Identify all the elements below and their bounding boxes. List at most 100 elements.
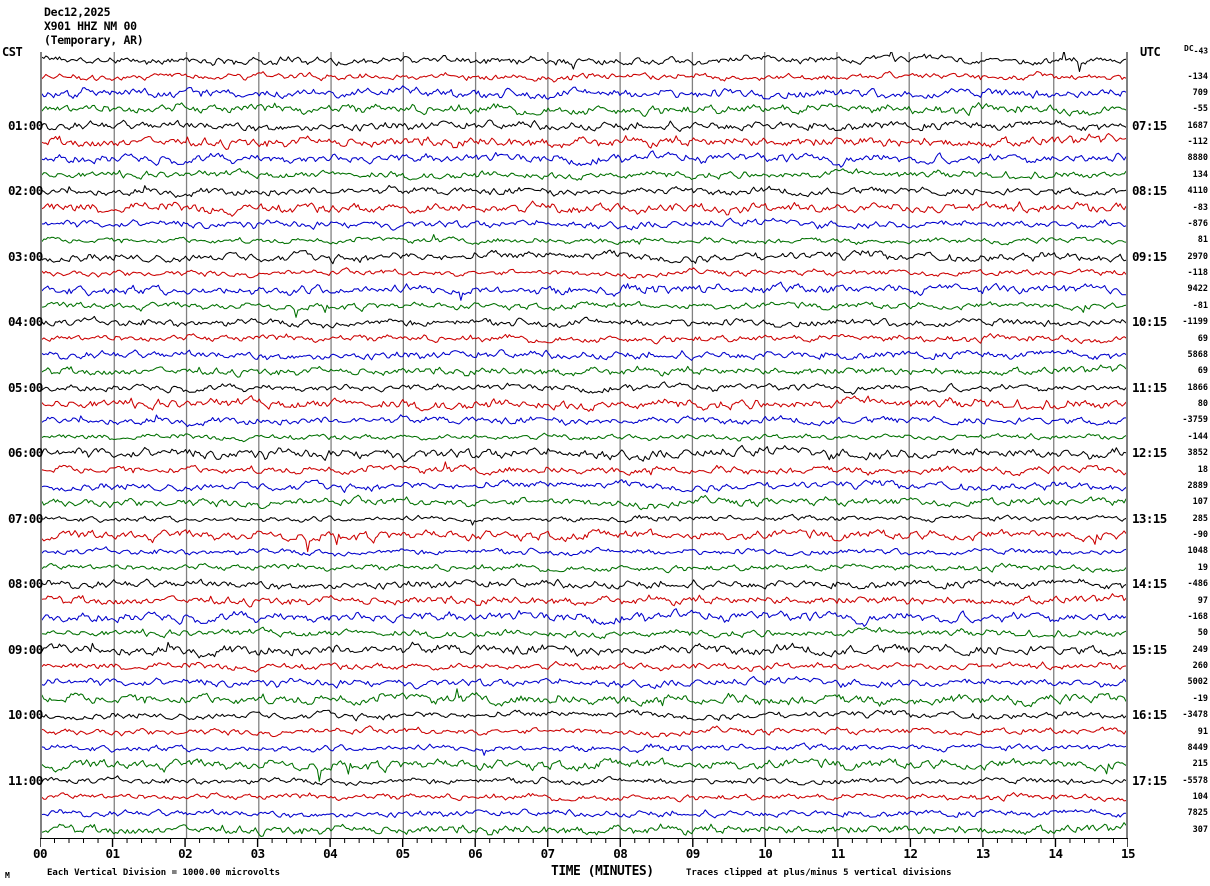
dc-offset-value: -90 — [1192, 530, 1208, 541]
dc-offset-value: 215 — [1192, 759, 1208, 770]
dc-offset-value: 4110 — [1187, 186, 1208, 197]
dc-offset-value: 97 — [1197, 595, 1208, 606]
x-axis-ticks — [40, 838, 1128, 847]
cst-time-label: 08:00 — [8, 576, 43, 592]
dc-text: DC — [1184, 44, 1194, 53]
cst-time-label: 09:00 — [8, 641, 43, 657]
utc-time-label: 09:15 — [1132, 248, 1167, 264]
utc-time-label: 08:15 — [1132, 183, 1167, 199]
x-tick-label: 11 — [830, 846, 846, 861]
dc-offset-value: -876 — [1187, 218, 1208, 229]
dc-offset-value: -3478 — [1182, 710, 1208, 721]
dc-offset-value: 18 — [1197, 464, 1208, 475]
dc-offset-value: -83 — [1192, 202, 1208, 213]
dc-first-value: -43 — [1193, 46, 1209, 56]
x-tick-label: 09 — [685, 846, 701, 861]
dc-offset-value: -112 — [1187, 137, 1208, 148]
dc-offset-value: -19 — [1192, 693, 1208, 704]
dc-offset-value: 50 — [1197, 628, 1208, 639]
utc-time-label: 15:15 — [1132, 641, 1167, 657]
x-tick-label: 02 — [178, 846, 193, 861]
dc-offset-value: 107 — [1192, 497, 1208, 508]
dc-offset-value: -81 — [1192, 300, 1208, 311]
cst-time-label: 07:00 — [8, 510, 43, 526]
cst-time-label: 11:00 — [8, 772, 43, 788]
utc-time-label: 16:15 — [1132, 707, 1167, 723]
dc-offset-value: 260 — [1192, 661, 1208, 672]
utc-time-label: 07:15 — [1132, 117, 1167, 133]
dc-offset-value: 19 — [1197, 562, 1208, 573]
x-tick-label: 07 — [540, 846, 556, 861]
dc-offset-value: 81 — [1197, 235, 1208, 246]
dc-offset-value: 3852 — [1187, 448, 1208, 459]
x-tick-label: 03 — [250, 846, 266, 861]
cst-time-label: 01:00 — [8, 117, 43, 133]
dc-offset-value: 8880 — [1187, 153, 1208, 164]
right-timezone-label: UTC — [1140, 45, 1161, 59]
x-tick-label: 05 — [395, 846, 411, 861]
x-tick-label: 01 — [105, 846, 120, 861]
dc-offset-value: 8449 — [1187, 742, 1208, 753]
header-date: Dec12,2025 — [44, 5, 111, 19]
left-timezone-label: CST — [2, 45, 23, 59]
dc-offset-value: 285 — [1192, 513, 1208, 524]
utc-time-label: 14:15 — [1132, 576, 1167, 592]
utc-time-label: 11:15 — [1132, 379, 1167, 395]
seismic-traces — [42, 52, 1126, 838]
dc-offset-value: 5868 — [1187, 349, 1208, 360]
dc-offset-value: 709 — [1192, 87, 1208, 98]
dc-offset-value: 1687 — [1187, 120, 1208, 131]
dc-offset-value: 80 — [1197, 399, 1208, 410]
dc-offset-value: 5002 — [1187, 677, 1208, 688]
dc-offset-value: 7825 — [1187, 808, 1208, 819]
dc-offset-value: 91 — [1197, 726, 1208, 737]
dc-offset-value: 104 — [1192, 792, 1208, 803]
dc-offset-value: 249 — [1192, 644, 1208, 655]
dc-offset-value: -5578 — [1182, 775, 1208, 786]
scale-note: Each Vertical Division = 1000.00 microvo… — [47, 868, 280, 878]
dc-offset-value: -134 — [1187, 71, 1208, 82]
dc-offset-value: 2970 — [1187, 251, 1208, 262]
x-tick-label: 15 — [1120, 846, 1136, 861]
dc-offset-value: 1866 — [1187, 382, 1208, 393]
dc-offset-value: 1048 — [1187, 546, 1208, 557]
utc-time-label: 17:15 — [1132, 772, 1167, 788]
header-network-note: (Temporary, AR) — [44, 33, 144, 47]
utc-time-label: 12:15 — [1132, 445, 1167, 461]
x-axis-title: TIME (MINUTES) — [551, 864, 654, 879]
dc-offset-value: 69 — [1197, 366, 1208, 377]
utc-time-label: 13:15 — [1132, 510, 1167, 526]
x-tick-label: 00 — [32, 846, 48, 861]
dc-offset-value: -1199 — [1182, 317, 1208, 328]
dc-offset-value: -118 — [1187, 268, 1208, 279]
dc-offset-value: -55 — [1192, 104, 1208, 115]
x-tick-label: 08 — [613, 846, 628, 861]
seismogram-plot-area[interactable] — [40, 52, 1128, 838]
header-station: X901 HHZ NM 00 — [44, 19, 137, 33]
dc-offset-value: 134 — [1192, 169, 1208, 180]
dc-offset-value: -168 — [1187, 611, 1208, 622]
dc-offset-value: 307 — [1192, 824, 1208, 835]
cst-time-label: 06:00 — [8, 445, 43, 461]
x-tick-label: 14 — [1048, 846, 1063, 861]
dc-offset-value: 69 — [1197, 333, 1208, 344]
cst-time-label: 04:00 — [8, 314, 43, 330]
x-tick-label: 06 — [468, 846, 483, 861]
x-tick-label: 10 — [758, 846, 773, 861]
dc-offset-value: -486 — [1187, 579, 1208, 590]
cst-time-label: 10:00 — [8, 707, 43, 723]
cst-time-label: 03:00 — [8, 248, 43, 264]
x-tick-label: 12 — [903, 846, 918, 861]
plot-header: Dec12,2025 X901 HHZ NM 00 (Temporary, AR… — [44, 5, 144, 47]
grid-lines — [113, 52, 1055, 838]
dc-column-header: DC-43 — [1184, 44, 1208, 56]
dc-offset-value: -3759 — [1182, 415, 1208, 426]
dc-offset-value: 2889 — [1187, 480, 1208, 491]
cst-time-label: 02:00 — [8, 183, 43, 199]
utc-time-label: 10:15 — [1132, 314, 1167, 330]
clip-note: Traces clipped at plus/minus 5 vertical … — [686, 868, 952, 878]
x-tick-label: 13 — [975, 846, 991, 861]
dc-offset-value: 9422 — [1187, 284, 1208, 295]
x-tick-label: 04 — [323, 846, 338, 861]
footer-left-mark: M — [5, 871, 10, 880]
